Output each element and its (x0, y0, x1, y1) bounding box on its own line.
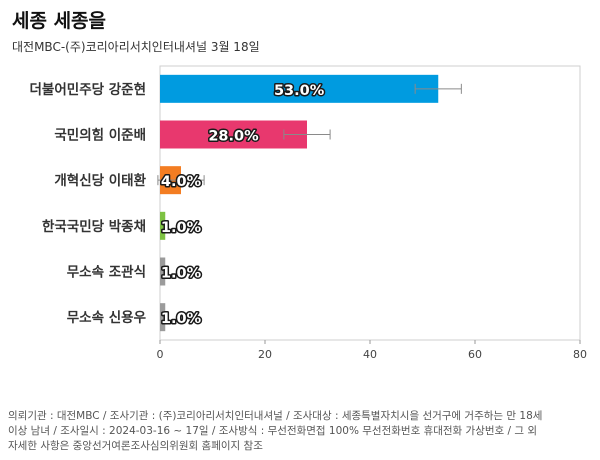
value-label: 53.0% (274, 83, 325, 99)
value-label: 28.0% (208, 129, 259, 145)
footnote-line: 이상 남녀 / 조사일시 : 2024-03-16 ~ 17일 / 조사방식 :… (8, 425, 538, 437)
x-tick-label: 0 (157, 348, 164, 361)
category-label: 무소속 신용우 (67, 310, 147, 326)
value-label: 1.0% (161, 220, 202, 236)
x-tick-label: 80 (573, 348, 587, 361)
value-label: 1.0% (161, 311, 202, 327)
bar (160, 257, 166, 286)
bar (160, 211, 166, 240)
footnote-line: 의뢰기관 : 대전MBC / 조사기관 : (주)코리아리서치인터내셔널 / 조… (8, 410, 543, 422)
category-label: 개혁신당 이태환 (54, 172, 146, 189)
bar (160, 120, 307, 149)
chart-title: 세종 세종을 (12, 10, 107, 32)
survey-footnote: 의뢰기관 : 대전MBC / 조사기관 : (주)코리아리서치인터내셔널 / 조… (8, 409, 594, 454)
chart-subtitle: 대전MBC-(주)코리아리서치인터내셔널 3월 18일 (12, 40, 260, 54)
category-label: 한국국민당 박종채 (42, 218, 146, 235)
plot-frame (159, 65, 581, 341)
value-label: 1.0% (161, 266, 202, 282)
x-tick-label: 20 (258, 348, 272, 361)
bar (160, 303, 166, 332)
value-label: 4.0% (161, 174, 202, 190)
footnote-line: 자세한 사항은 중앙선거여론조사심의위원회 홈페이지 참조 (8, 440, 263, 452)
x-tick-label: 60 (468, 348, 482, 361)
bar-chart: 0 20 40 60 80 더불어민주당 강준현 53.0% 국민의힘 이준배 28.0% 개혁신… (30, 65, 587, 361)
x-tick-label: 40 (363, 348, 377, 361)
category-label: 더불어민주당 강준현 (30, 81, 146, 98)
category-label: 국민의힘 이준배 (54, 127, 146, 144)
bar (160, 74, 439, 103)
category-label: 무소속 조관식 (67, 264, 146, 281)
